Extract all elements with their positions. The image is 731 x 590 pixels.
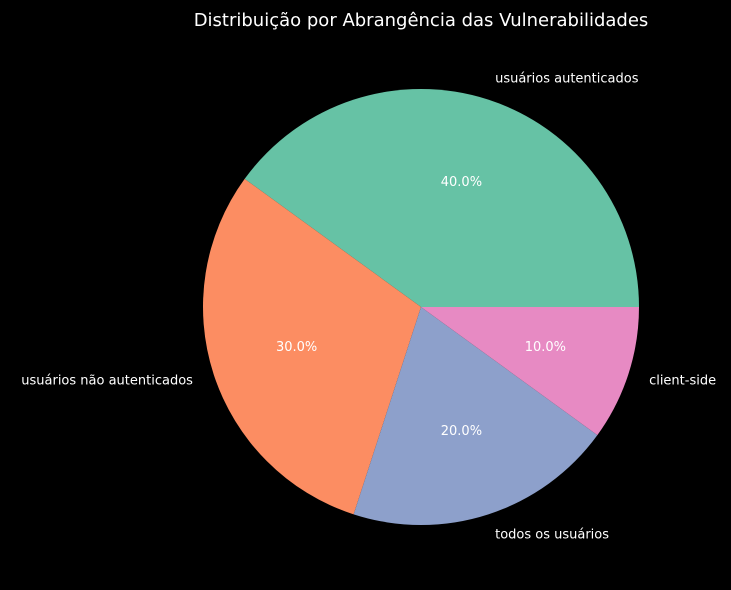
slice-percent-usuarios-nao-autenticados: 30.0% (276, 340, 317, 355)
slices-layer (203, 88, 640, 525)
slice-label-todos-os-usuarios: todos os usuários (495, 528, 609, 543)
pie-slice-usuarios-nao-autenticados (203, 178, 421, 515)
chart-title: Distribuição por Abrangência das Vulnera… (194, 10, 649, 31)
slice-label-usuarios-nao-autenticados: usuários não autenticados (21, 374, 193, 389)
pie-slice-todos-os-usuarios (353, 307, 598, 525)
labels-layer: usuários autenticados 40.0% usuários não a… (21, 71, 716, 542)
slice-percent-todos-os-usuarios: 20.0% (441, 424, 482, 439)
slice-label-client-side: client-side (649, 374, 716, 389)
slice-label-usuarios-autenticados: usuários autenticados (495, 71, 639, 86)
slice-percent-client-side: 10.0% (525, 340, 566, 355)
pie-slice-client-side (421, 307, 639, 436)
slice-percent-usuarios-autenticados: 40.0% (441, 175, 482, 190)
pie-slice-usuarios-autenticados (244, 88, 640, 307)
